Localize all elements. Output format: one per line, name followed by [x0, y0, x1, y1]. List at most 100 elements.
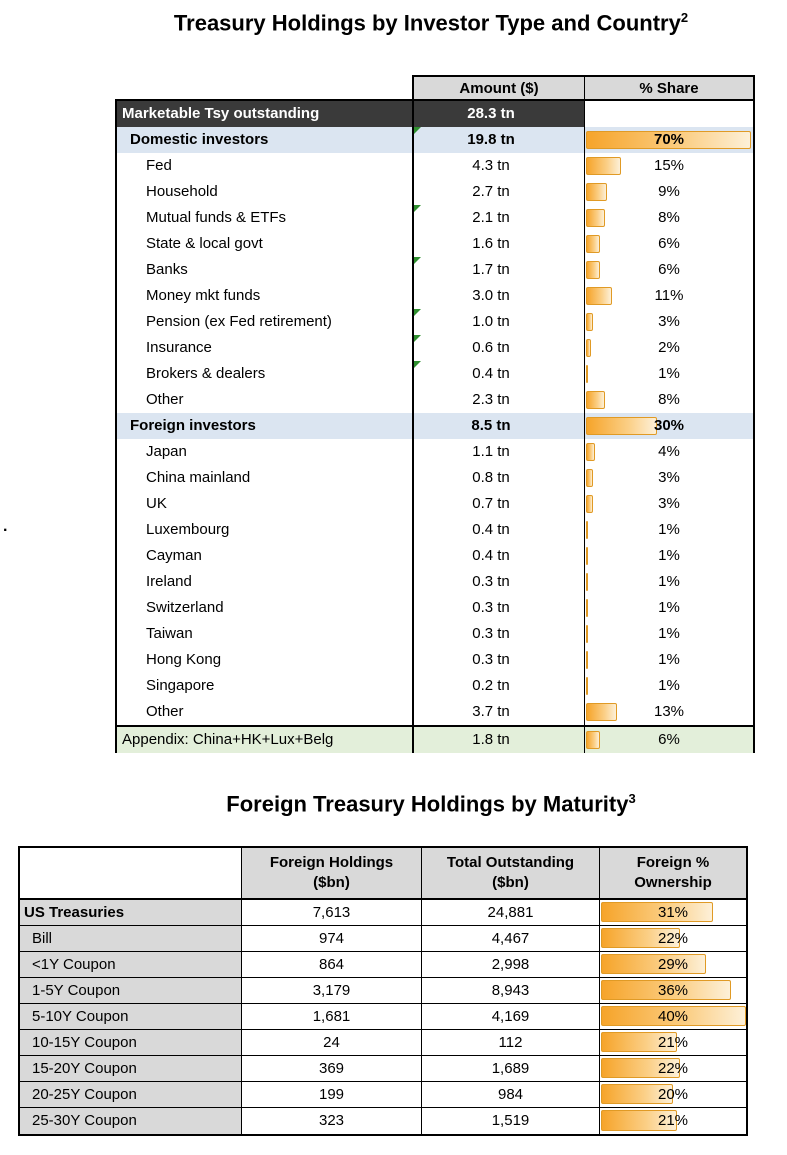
amount-value: 1.8 tn [472, 731, 510, 748]
row-label: Pension (ex Fed retirement) [117, 309, 414, 335]
amount-column-header: Amount ($) [414, 77, 585, 99]
amount-cell: 0.4 tn [414, 361, 585, 387]
table2-row: 5-10Y Coupon 1,681 4,169 40% [20, 1004, 746, 1030]
row-label: 5-10Y Coupon [20, 1004, 242, 1030]
row-label: Taiwan [117, 621, 414, 647]
table1-row: Singapore 0.2 tn 1% [117, 673, 753, 699]
table2-title: Foreign Treasury Holdings by Maturity3 [100, 791, 762, 817]
amount-value: 1.6 tn [472, 235, 510, 252]
footnote-ref-2: 2 [680, 10, 689, 25]
table1-row: Banks 1.7 tn 6% [117, 257, 753, 283]
share-cell: 1% [585, 673, 753, 699]
total-outstanding-value: 4,169 [422, 1004, 600, 1030]
amount-cell: 0.7 tn [414, 491, 585, 517]
table2-row: 1-5Y Coupon 3,179 8,943 36% [20, 978, 746, 1004]
foreign-holdings-column-header: Foreign Holdings ($bn) [242, 848, 422, 900]
amount-cell: 2.1 tn [414, 205, 585, 231]
share-cell: 2% [585, 335, 753, 361]
table1-row: Domestic investors 19.8 tn 70% [117, 127, 753, 153]
table1-row: Ireland 0.3 tn 1% [117, 569, 753, 595]
ownership-databar [601, 928, 681, 948]
row-label: Foreign investors [117, 413, 414, 439]
share-cell: 1% [585, 595, 753, 621]
amount-cell: 0.3 tn [414, 621, 585, 647]
total-outstanding-value: 112 [422, 1030, 600, 1056]
ownership-cell: 36% [600, 978, 746, 1004]
share-cell [585, 101, 753, 127]
table1-row: UK 0.7 tn 3% [117, 491, 753, 517]
ownership-databar [601, 1084, 674, 1104]
maturity-table: Foreign Holdings ($bn) Total Outstanding… [18, 846, 748, 1136]
table2-body: US Treasuries 7,613 24,881 31% Bill 974 4,467 2… [20, 900, 746, 1134]
total-outstanding-value: 2,998 [422, 952, 600, 978]
share-databar [586, 731, 601, 749]
amount-cell: 2.7 tn [414, 179, 585, 205]
table1-row: State & local govt 1.6 tn 6% [117, 231, 753, 257]
amount-value: 0.4 tn [472, 521, 510, 538]
amount-value: 0.3 tn [472, 651, 510, 668]
share-cell: 3% [585, 491, 753, 517]
green-corner-flag-icon [414, 127, 421, 134]
row-label: UK [117, 491, 414, 517]
table2-row: <1Y Coupon 864 2,998 29% [20, 952, 746, 978]
green-corner-flag-icon [414, 361, 421, 368]
share-value: 1% [658, 547, 680, 564]
amount-value: 2.3 tn [472, 391, 510, 408]
amount-cell: 1.7 tn [414, 257, 585, 283]
table1-title-text: Treasury Holdings by Investor Type and C… [173, 10, 681, 36]
share-cell: 3% [585, 465, 753, 491]
ownership-databar [601, 980, 732, 1000]
row-label: Bill [20, 926, 242, 952]
share-cell: 70% [585, 127, 753, 153]
amount-value: 1.0 tn [472, 313, 510, 330]
share-value: 2% [658, 339, 680, 356]
share-value: 4% [658, 443, 680, 460]
amount-value: 4.3 tn [472, 157, 510, 174]
table2-row: 15-20Y Coupon 369 1,689 22% [20, 1056, 746, 1082]
table1-row: Taiwan 0.3 tn 1% [117, 621, 753, 647]
share-databar [586, 599, 589, 617]
share-databar [586, 235, 601, 253]
share-databar [586, 703, 617, 721]
row-label: 25-30Y Coupon [20, 1108, 242, 1134]
ownership-cell: 22% [600, 1056, 746, 1082]
row-label: 20-25Y Coupon [20, 1082, 242, 1108]
foreign-holdings-value: 199 [242, 1082, 422, 1108]
share-value: 1% [658, 651, 680, 668]
table1-row: Foreign investors 8.5 tn 30% [117, 413, 753, 439]
share-value: 3% [658, 495, 680, 512]
share-value: 70% [653, 131, 685, 148]
green-corner-flag-icon [414, 309, 421, 316]
row-label: Hong Kong [117, 647, 414, 673]
amount-cell: 0.4 tn [414, 517, 585, 543]
table1-row: Fed 4.3 tn 15% [117, 153, 753, 179]
table1-row: Luxembourg 0.4 tn 1% [117, 517, 753, 543]
share-cell: 13% [585, 699, 753, 725]
table2-row: 20-25Y Coupon 199 984 20% [20, 1082, 746, 1108]
share-cell: 1% [585, 543, 753, 569]
share-value: 15% [653, 157, 685, 174]
share-databar [586, 547, 589, 565]
amount-value: 0.8 tn [472, 469, 510, 486]
amount-value: 1.1 tn [472, 443, 510, 460]
share-cell: 1% [585, 569, 753, 595]
row-label: Insurance [117, 335, 414, 361]
table1-row: Household 2.7 tn 9% [117, 179, 753, 205]
amount-cell: 8.5 tn [414, 413, 585, 439]
amount-value: 0.4 tn [472, 547, 510, 564]
amount-cell: 19.8 tn [414, 127, 585, 153]
table1-row: Marketable Tsy outstanding 28.3 tn [117, 101, 753, 127]
header-line-1: Foreign Holdings [269, 854, 394, 871]
row-label: Switzerland [117, 595, 414, 621]
amount-value: 0.3 tn [472, 573, 510, 590]
share-databar [586, 417, 657, 435]
ownership-cell: 40% [600, 1004, 746, 1030]
amount-value: 0.4 tn [472, 365, 510, 382]
row-label: Other [117, 387, 414, 413]
row-label: Domestic investors [117, 127, 414, 153]
amount-value: 3.7 tn [472, 703, 510, 720]
ownership-value: 22% [657, 930, 689, 947]
row-label: Appendix: China+HK+Lux+Belg [117, 727, 414, 753]
table2-row: 25-30Y Coupon 323 1,519 21% [20, 1108, 746, 1134]
share-value: 1% [658, 365, 680, 382]
